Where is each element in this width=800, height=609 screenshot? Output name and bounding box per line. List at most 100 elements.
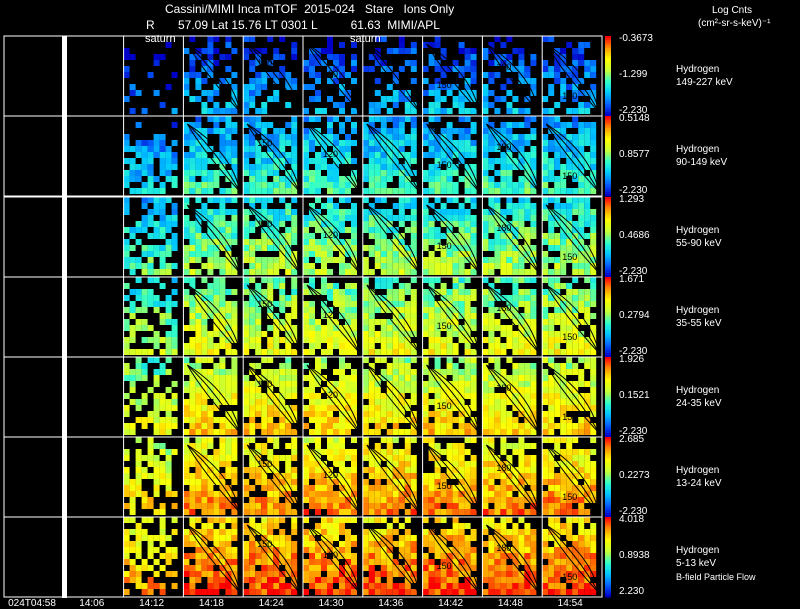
heatmap-cell: [524, 289, 531, 295]
heatmap-cell: [368, 369, 375, 375]
heatmap-cell: [153, 559, 160, 565]
heatmap-cell: [315, 164, 321, 170]
heatmap-cell: [195, 349, 202, 355]
heatmap-cell: [554, 461, 561, 467]
heatmap-cell: [434, 245, 441, 251]
heatmap-cell: [470, 363, 477, 369]
heatmap-cell: [422, 108, 429, 114]
heatmap-cell: [512, 48, 519, 54]
heatmap-cell: [171, 158, 178, 164]
heatmap-cell: [548, 289, 555, 295]
heatmap-cell: [482, 443, 489, 449]
heatmap-cell: [452, 128, 459, 134]
heatmap-cell: [410, 429, 417, 435]
contour-line: [486, 43, 540, 113]
heatmap-cell: [327, 42, 333, 48]
heatmap-cell: [339, 331, 345, 337]
heatmap-cell: [165, 547, 172, 553]
heatmap-cell: [249, 437, 256, 443]
heatmap-cell: [566, 140, 573, 146]
heatmap-cell: [345, 72, 351, 78]
colorbar-segment: [605, 138, 611, 141]
heatmap-cell: [291, 54, 298, 60]
heatmap-cell: [398, 307, 405, 313]
heatmap-cell: [207, 245, 214, 251]
colorbar-segment: [605, 168, 611, 171]
colorbar-segment: [605, 205, 611, 208]
heatmap-cell: [189, 393, 196, 399]
heatmap-cell: [452, 164, 459, 170]
heatmap-cell: [183, 325, 190, 331]
colorbar-segment: [605, 467, 611, 470]
heatmap-cell: [566, 209, 573, 215]
colorbar-segment: [605, 54, 611, 57]
heatmap-cell: [446, 134, 453, 140]
colorbar-segment: [605, 409, 611, 412]
heatmap-cell: [333, 337, 339, 343]
heatmap-cell: [494, 221, 501, 227]
frame-image: [123, 197, 178, 275]
heatmap-cell: [315, 343, 321, 349]
heatmap-cell: [159, 423, 166, 429]
heatmap-cell: [327, 313, 333, 319]
heatmap-cell: [183, 437, 190, 443]
heatmap-cell: [159, 146, 166, 152]
heatmap-cell: [291, 331, 298, 337]
colorbar-segment: [605, 44, 611, 47]
heatmap-cell: [410, 491, 417, 497]
heatmap-cell: [279, 571, 286, 577]
heatmap-cell: [273, 381, 280, 387]
heatmap-cell: [386, 497, 393, 503]
heatmap-cell: [572, 188, 579, 194]
heatmap-cell: [554, 411, 561, 417]
heatmap-cell: [333, 164, 339, 170]
heatmap-cell: [315, 319, 321, 325]
heatmap-cell: [458, 449, 465, 455]
heatmap-cell: [440, 84, 447, 90]
heatmap-cell: [261, 170, 268, 176]
heatmap-cell: [572, 108, 579, 114]
heatmap-cell: [452, 263, 459, 269]
heatmap-cell: [165, 467, 172, 473]
heatmap-cell: [201, 417, 208, 423]
heatmap-cell: [404, 60, 411, 66]
heatmap-cell: [129, 188, 136, 194]
heatmap-cell: [452, 363, 459, 369]
heatmap-cell: [572, 84, 579, 90]
heatmap-cell: [309, 269, 315, 275]
heatmap-cell: [165, 553, 172, 559]
heatmap-cell: [512, 479, 519, 485]
colorbar-segment: [605, 425, 611, 428]
contour-label: 150: [437, 401, 452, 411]
heatmap-cell: [434, 96, 441, 102]
heatmap-cell: [530, 164, 537, 170]
heatmap-cell: [386, 263, 393, 269]
heatmap-cell: [452, 369, 459, 375]
heatmap-cell: [231, 577, 238, 583]
heatmap-cell: [398, 381, 405, 387]
heatmap-cell: [530, 337, 537, 343]
heatmap-cell: [458, 467, 465, 473]
heatmap-cell: [195, 257, 202, 263]
heatmap-cell: [273, 517, 280, 523]
heatmap-cell: [512, 399, 519, 405]
heatmap-cell: [273, 429, 280, 435]
heatmap-cell: [207, 96, 214, 102]
heatmap-cell: [165, 399, 172, 405]
heatmap-cell: [345, 517, 351, 523]
heatmap-cell: [309, 325, 315, 331]
heatmap-cell: [303, 349, 309, 355]
contour-line: [545, 123, 600, 193]
colorbar-segment: [605, 329, 611, 332]
heatmap-cell: [231, 239, 238, 245]
colorbar-segment: [605, 194, 611, 197]
heatmap-cell: [243, 209, 250, 215]
heatmap-cell: [141, 269, 148, 275]
heatmap-cell: [141, 295, 148, 301]
heatmap-cell: [494, 349, 501, 355]
heatmap-cell: [255, 393, 262, 399]
heatmap-cell: [231, 108, 238, 114]
heatmap-cell: [566, 429, 573, 435]
heatmap-cell: [572, 164, 579, 170]
heatmap-cell: [422, 319, 429, 325]
